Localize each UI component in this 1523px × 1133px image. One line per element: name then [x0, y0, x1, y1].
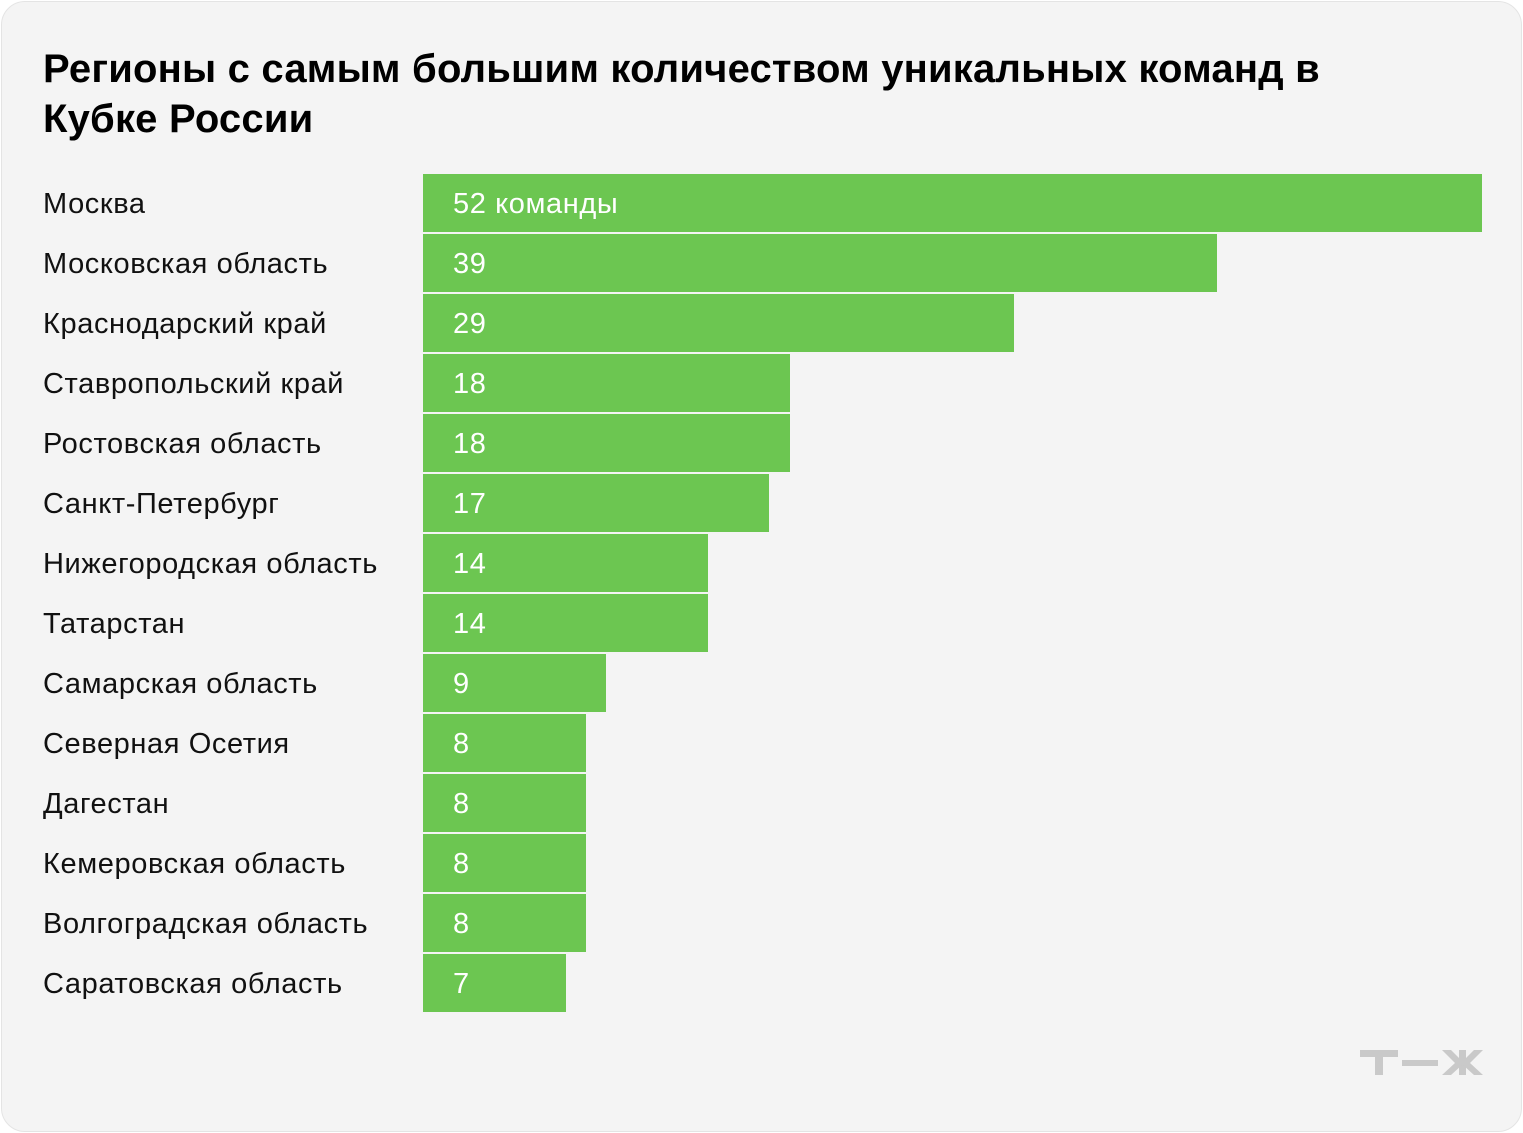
bar-value-label: 52 команды: [453, 188, 618, 220]
category-label: Нижегородская область: [43, 548, 378, 580]
category-label: Саратовская область: [43, 968, 343, 1000]
category-label: Татарстан: [43, 608, 185, 640]
bar-value-label: 17: [453, 488, 486, 520]
category-label: Ростовская область: [43, 428, 322, 460]
bar: [423, 654, 606, 712]
bar: [423, 954, 566, 1012]
bar-value-label: 18: [453, 428, 486, 460]
bar: [423, 894, 586, 952]
bar-value-label: 39: [453, 248, 486, 280]
bar-value-label: 8: [453, 788, 470, 820]
bar-value-label: 18: [453, 368, 486, 400]
bar-value-label: 8: [453, 728, 470, 760]
bar: [423, 834, 586, 892]
bar: [423, 534, 708, 592]
bar: [423, 354, 790, 412]
category-label: Северная Осетия: [43, 728, 290, 760]
bar: [423, 474, 769, 532]
category-label: Кемеровская область: [43, 848, 346, 880]
bar-value-label: 8: [453, 908, 470, 940]
category-label: Волгоградская область: [43, 908, 368, 940]
bar: [423, 234, 1217, 292]
bar: [423, 174, 1482, 232]
bar: [423, 294, 1014, 352]
bar-value-label: 29: [453, 308, 486, 340]
category-label: Самарская область: [43, 668, 318, 700]
category-label: Санкт-Петербург: [43, 488, 279, 520]
bar-value-label: 8: [453, 848, 470, 880]
bar-value-label: 9: [453, 668, 470, 700]
category-label: Москва: [43, 188, 146, 220]
bar-value-label: 7: [453, 968, 470, 1000]
chart-title: Регионы с самым большим количеством уник…: [43, 47, 1320, 141]
category-label: Дагестан: [43, 788, 169, 820]
bar: [423, 594, 708, 652]
bar-value-label: 14: [453, 608, 486, 640]
category-label: Ставропольский край: [43, 368, 344, 400]
tzh-logo-icon: [1360, 1050, 1483, 1075]
bar-value-label: 14: [453, 548, 486, 580]
bar: [423, 774, 586, 832]
category-label: Московская область: [43, 248, 328, 280]
category-label: Краснодарский край: [43, 308, 327, 340]
bar: [423, 714, 586, 772]
bar: [423, 414, 790, 472]
